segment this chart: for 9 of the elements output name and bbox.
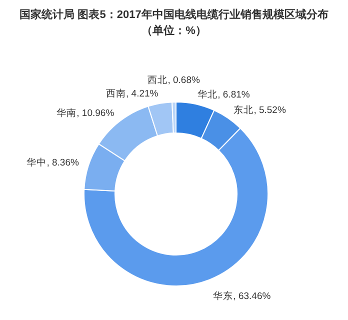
- chart-title: 国家统计局 图表5：2017年中国电线电缆行业销售规模区域分布: [20, 8, 328, 21]
- slice-label: 华北, 6.81%: [198, 88, 250, 100]
- slice-label: 西北, 0.68%: [148, 74, 200, 86]
- slice-label: 华南, 10.96%: [56, 106, 115, 119]
- slice-label: 西南, 4.21%: [106, 88, 159, 100]
- slice-label: 华东, 63.46%: [213, 290, 272, 302]
- slice-label: 华中, 8.36%: [26, 156, 80, 169]
- chart-subtitle: （单位：%）: [142, 24, 206, 37]
- slice-label: 东北, 5.52%: [234, 104, 286, 116]
